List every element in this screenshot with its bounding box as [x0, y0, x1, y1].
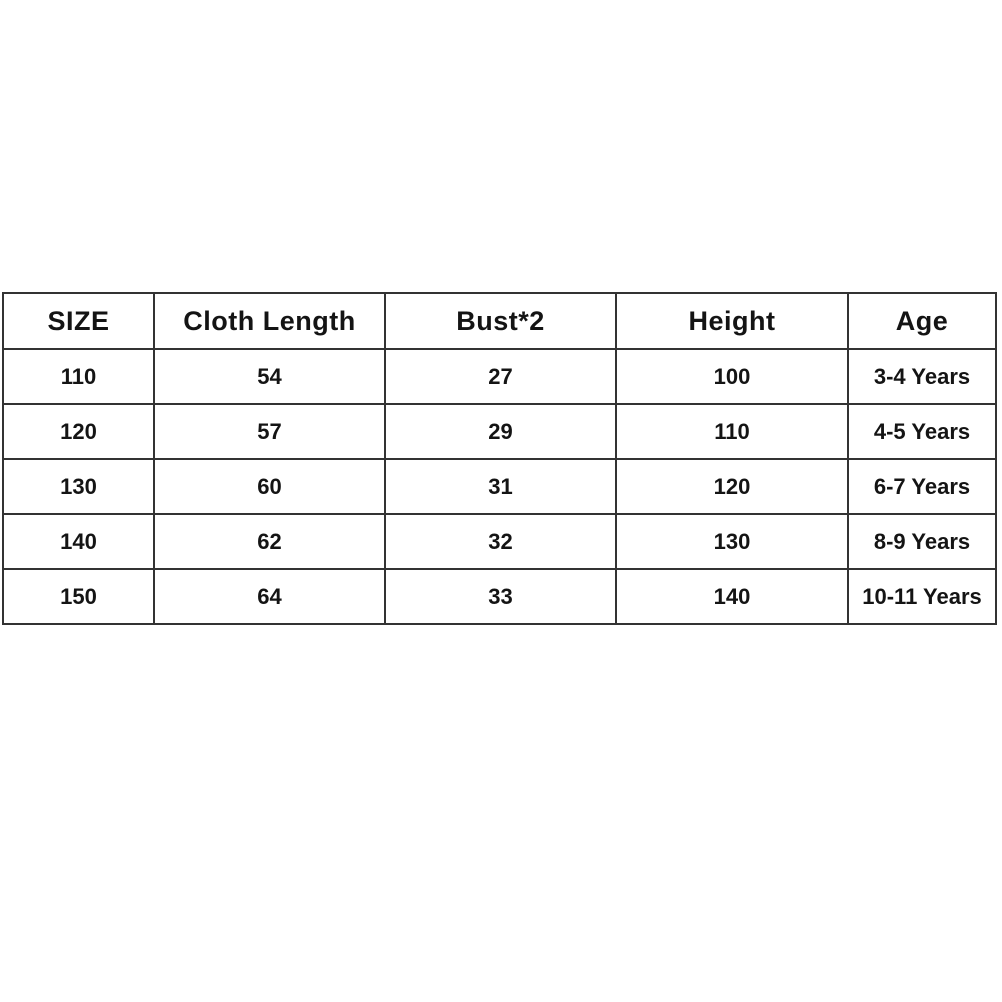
- table-row: 140 62 32 130 8-9 Years: [2, 513, 997, 570]
- col-header-age: Age: [847, 292, 997, 350]
- cell-size: 130: [2, 458, 155, 515]
- header-row: SIZE Cloth Length Bust*2 Height Age: [2, 292, 997, 350]
- cell-age: 8-9 Years: [847, 513, 997, 570]
- cell-age: 10-11 Years: [847, 568, 997, 625]
- cell-length: 62: [153, 513, 386, 570]
- cell-length: 60: [153, 458, 386, 515]
- col-header-bust: Bust*2: [384, 292, 617, 350]
- cell-bust: 33: [384, 568, 617, 625]
- cell-height: 100: [615, 348, 849, 405]
- cell-bust: 29: [384, 403, 617, 460]
- table-row: 130 60 31 120 6-7 Years: [2, 458, 997, 515]
- cell-bust: 31: [384, 458, 617, 515]
- cell-height: 120: [615, 458, 849, 515]
- table-row: 120 57 29 110 4-5 Years: [2, 403, 997, 460]
- cell-length: 54: [153, 348, 386, 405]
- table-row: 150 64 33 140 10-11 Years: [2, 568, 997, 625]
- col-header-cloth-length: Cloth Length: [153, 292, 386, 350]
- cell-age: 4-5 Years: [847, 403, 997, 460]
- cell-size: 140: [2, 513, 155, 570]
- cell-length: 57: [153, 403, 386, 460]
- size-chart-table: SIZE Cloth Length Bust*2 Height Age 110 …: [2, 292, 997, 625]
- cell-bust: 27: [384, 348, 617, 405]
- col-header-size: SIZE: [2, 292, 155, 350]
- cell-height: 140: [615, 568, 849, 625]
- cell-size: 120: [2, 403, 155, 460]
- cell-height: 130: [615, 513, 849, 570]
- cell-size: 110: [2, 348, 155, 405]
- cell-age: 3-4 Years: [847, 348, 997, 405]
- cell-length: 64: [153, 568, 386, 625]
- cell-size: 150: [2, 568, 155, 625]
- table-row: 110 54 27 100 3-4 Years: [2, 348, 997, 405]
- cell-age: 6-7 Years: [847, 458, 997, 515]
- col-header-height: Height: [615, 292, 849, 350]
- cell-bust: 32: [384, 513, 617, 570]
- cell-height: 110: [615, 403, 849, 460]
